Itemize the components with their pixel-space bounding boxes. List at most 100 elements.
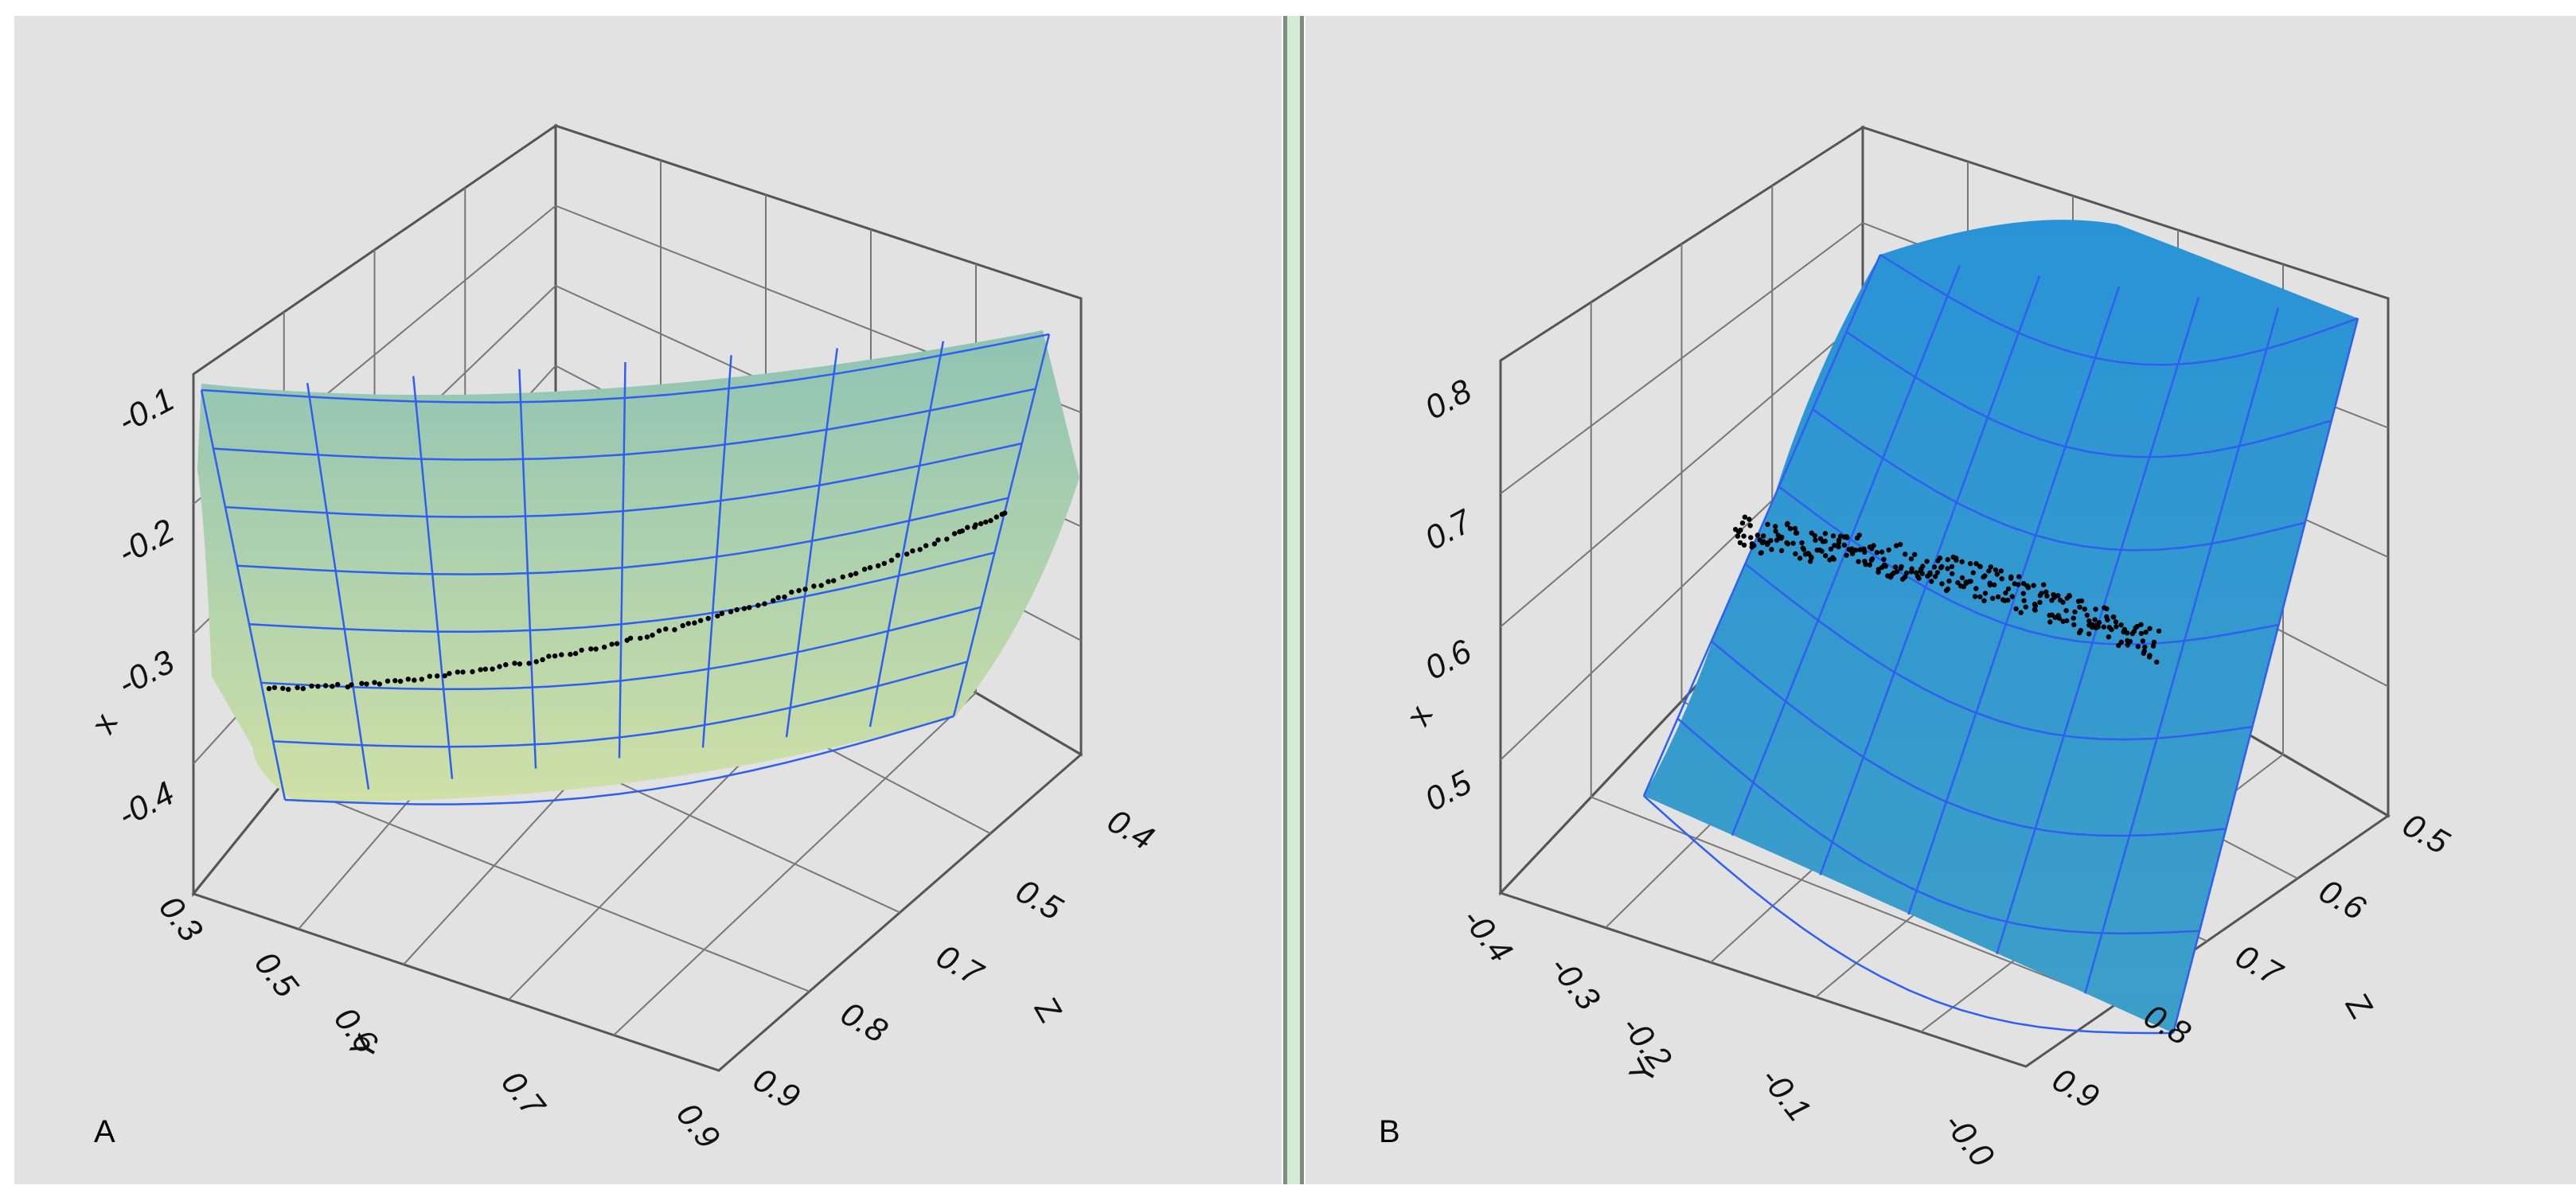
data-point xyxy=(588,646,594,652)
mesh-line xyxy=(952,333,1051,717)
data-point xyxy=(1988,564,1993,570)
data-point xyxy=(2067,593,2072,599)
mesh-line xyxy=(1907,286,2121,915)
data-point xyxy=(755,602,761,608)
data-point xyxy=(2118,639,2124,645)
mesh-line xyxy=(1845,331,2332,458)
mesh-line xyxy=(248,552,995,633)
data-point xyxy=(2106,634,2112,640)
x-tick-label: 0.6 xyxy=(1419,632,1477,687)
data-point xyxy=(848,572,853,578)
data-point xyxy=(392,678,398,684)
data-point xyxy=(904,552,910,557)
data-point xyxy=(2147,626,2153,631)
data-point xyxy=(1836,537,1842,543)
data-point xyxy=(1968,579,1973,584)
data-point xyxy=(1998,568,2004,574)
data-point xyxy=(811,583,817,589)
data-point xyxy=(286,687,291,692)
data-point xyxy=(672,627,677,633)
data-point xyxy=(831,578,837,583)
data-point xyxy=(1768,538,1774,544)
data-point xyxy=(490,666,495,672)
data-point xyxy=(2016,574,2022,579)
mesh-line xyxy=(1643,795,2174,1035)
data-point xyxy=(1955,579,1961,586)
data-point xyxy=(888,557,895,563)
data-point xyxy=(546,653,552,659)
data-point xyxy=(1774,537,1780,543)
y-tick-label: -0.3 xyxy=(1543,949,1608,1017)
data-point xyxy=(315,684,321,689)
mesh-line xyxy=(618,361,626,758)
data-point xyxy=(266,686,272,692)
x-axis-label: x xyxy=(1399,699,1439,732)
data-point xyxy=(442,673,447,679)
data-point xyxy=(1899,576,1906,582)
data-point xyxy=(1002,510,1008,516)
data-point xyxy=(2104,614,2110,620)
data-point xyxy=(2150,643,2156,649)
data-point xyxy=(1741,533,1747,539)
data-point xyxy=(876,563,881,568)
data-point xyxy=(526,661,532,666)
data-point xyxy=(697,618,704,623)
data-point xyxy=(1953,557,1959,563)
data-point xyxy=(1937,556,1943,561)
data-point xyxy=(271,684,278,691)
data-point xyxy=(1862,549,1868,555)
data-point xyxy=(359,680,365,686)
data-point xyxy=(1799,540,1805,546)
data-point xyxy=(993,514,1000,520)
y-tick-label: -0.4 xyxy=(1455,901,1520,969)
data-point xyxy=(419,677,424,682)
x-tick-label: -0.4 xyxy=(111,774,180,833)
data-point xyxy=(2086,618,2092,624)
data-point xyxy=(1869,556,1875,562)
chart-b: 0.80.70.60.5-0.4-0.3-0.2-0.1-0.00.50.60.… xyxy=(1379,125,2456,1174)
data-point xyxy=(2113,619,2119,625)
data-point xyxy=(2044,593,2050,599)
data-point xyxy=(1822,531,1829,536)
data-point xyxy=(1959,559,1965,564)
data-point xyxy=(609,641,615,647)
data-point xyxy=(1903,570,1910,576)
data-point xyxy=(1836,544,1841,550)
data-point xyxy=(1898,541,1903,548)
data-point xyxy=(2125,642,2130,648)
x-tick-label: 0.5 xyxy=(1419,763,1477,818)
splitter-handle[interactable] xyxy=(1283,16,1304,1184)
data-point xyxy=(1894,569,1900,575)
data-point xyxy=(349,682,354,688)
data-point xyxy=(1832,543,1837,548)
data-point xyxy=(1973,586,1979,591)
data-point xyxy=(1881,556,1887,562)
data-point xyxy=(364,681,369,687)
data-point xyxy=(1875,569,1881,575)
y-tick-label: 0.5 xyxy=(248,945,306,1004)
data-point xyxy=(1738,527,1743,533)
data-point xyxy=(1992,582,1997,588)
data-point xyxy=(2020,591,2026,596)
data-point xyxy=(1970,570,1976,575)
data-point xyxy=(1949,563,1955,570)
data-point xyxy=(2023,604,2028,610)
data-point xyxy=(1920,563,1926,569)
fitted-surface xyxy=(1644,220,2358,1034)
data-point xyxy=(775,595,781,600)
data-point xyxy=(2143,630,2149,635)
data-point xyxy=(1887,575,1894,580)
data-point xyxy=(2043,589,2049,595)
mesh-line xyxy=(1676,717,2200,935)
data-point xyxy=(330,684,335,689)
data-point xyxy=(309,683,314,689)
data-point xyxy=(1812,532,1817,539)
data-point xyxy=(861,567,868,572)
data-point xyxy=(1995,594,2001,600)
data-point xyxy=(1863,562,1868,567)
data-point xyxy=(1924,559,1930,564)
data-point xyxy=(2096,620,2102,626)
data-point xyxy=(384,678,391,684)
data-point xyxy=(978,521,984,527)
data-point xyxy=(1769,547,1774,552)
